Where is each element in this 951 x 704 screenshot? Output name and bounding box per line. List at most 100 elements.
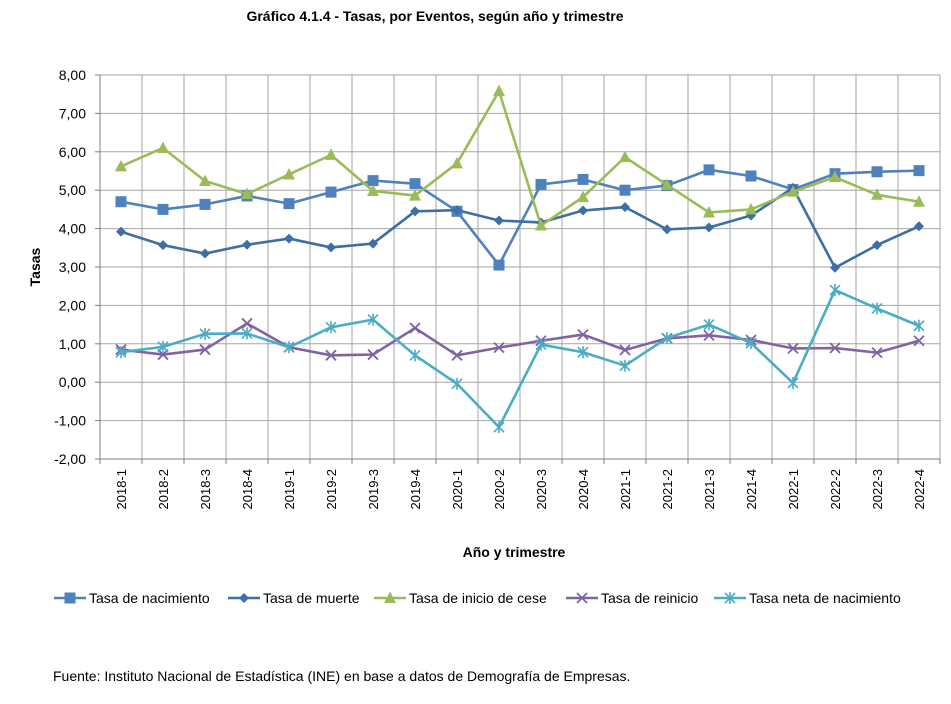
data-point <box>703 318 715 331</box>
y-tick-label: 5,00 <box>59 182 86 198</box>
data-point <box>871 302 883 315</box>
series-line-2 <box>120 186 920 270</box>
data-point <box>871 346 883 359</box>
data-point <box>535 338 547 351</box>
data-point <box>325 148 337 160</box>
data-point <box>914 221 924 232</box>
x-tick-label: 2022-2 <box>828 469 843 509</box>
legend-marker <box>384 591 396 603</box>
x-tick-label: 2020-1 <box>450 469 465 509</box>
legend-label: Tasa neta de nacimiento <box>749 590 901 606</box>
legend-label: Tasa de reinicio <box>601 590 698 606</box>
data-point <box>115 159 127 172</box>
y-tick-label: 1,00 <box>59 336 86 352</box>
data-point <box>200 248 210 259</box>
data-point <box>493 342 505 354</box>
data-point <box>367 175 379 187</box>
x-tick-label: 2019-2 <box>324 469 339 509</box>
x-tick-label: 2021-1 <box>618 469 633 509</box>
y-tick-label: 3,00 <box>59 259 86 275</box>
data-point <box>535 178 547 190</box>
data-point <box>703 205 715 218</box>
data-point <box>284 233 294 244</box>
y-tick-label: 6,00 <box>59 144 86 160</box>
y-tick-label: 4,00 <box>59 221 86 237</box>
data-point <box>787 376 799 389</box>
x-tick-label: 2022-1 <box>786 469 801 509</box>
data-point <box>242 239 252 250</box>
data-point <box>619 150 631 163</box>
data-point <box>199 343 211 356</box>
chart-title: Gráfico 4.1.4 - Tasas, por Eventos, segú… <box>246 8 624 24</box>
data-point <box>325 349 337 361</box>
data-point <box>619 359 631 372</box>
data-point <box>829 342 841 354</box>
data-point <box>493 84 505 97</box>
data-point <box>115 196 127 208</box>
x-tick-label: 2020-2 <box>492 469 507 509</box>
x-axis-title: Año y trimestre <box>463 544 566 560</box>
x-tick-label: 2022-3 <box>870 469 885 509</box>
legend-label: Tasa de inicio de cese <box>409 590 547 606</box>
data-point <box>199 198 211 210</box>
data-point <box>157 203 169 215</box>
data-point <box>661 178 673 190</box>
legend-marker <box>576 592 588 604</box>
data-point <box>409 322 421 334</box>
data-point <box>704 222 714 233</box>
data-point <box>451 377 463 390</box>
data-point <box>787 342 799 355</box>
data-point <box>578 205 588 216</box>
source-note: Fuente: Instituto Nacional de Estadístic… <box>53 668 631 684</box>
legend-marker <box>64 592 76 604</box>
data-point <box>157 340 169 353</box>
series-line-1 <box>120 168 920 267</box>
data-point <box>116 226 126 237</box>
data-point <box>367 184 379 196</box>
data-point <box>872 240 882 251</box>
data-point <box>619 184 631 196</box>
data-point <box>871 188 883 200</box>
data-point <box>745 337 757 350</box>
data-point <box>535 219 547 231</box>
x-tick-label: 2022-4 <box>912 469 927 509</box>
data-point <box>409 189 421 201</box>
x-tick-label: 2020-3 <box>534 469 549 509</box>
data-point <box>199 174 211 186</box>
series-line-5 <box>120 288 920 429</box>
data-point <box>871 166 883 178</box>
legend-label: Tasa de muerte <box>263 590 360 606</box>
data-point <box>787 185 799 197</box>
data-point <box>451 156 463 169</box>
data-point <box>158 240 168 251</box>
x-tick-label: 2018-4 <box>240 469 255 509</box>
data-point <box>115 346 127 359</box>
data-point <box>241 317 253 330</box>
x-tick-label: 2018-1 <box>114 469 129 509</box>
data-point <box>452 205 462 216</box>
x-tick-label: 2021-4 <box>744 469 759 509</box>
data-point <box>493 421 505 434</box>
legend-marker <box>239 593 249 603</box>
data-point <box>199 327 211 340</box>
data-point <box>326 242 336 253</box>
data-point <box>577 190 589 203</box>
series-line-4 <box>120 322 920 357</box>
data-point <box>577 346 589 359</box>
data-point <box>494 215 504 226</box>
data-point <box>157 141 169 153</box>
data-point <box>451 349 463 361</box>
series-line-3 <box>120 89 920 227</box>
x-tick-label: 2021-2 <box>660 469 675 509</box>
data-point <box>241 327 253 340</box>
data-point <box>830 262 840 273</box>
data-point <box>409 178 421 190</box>
x-tick-label: 2020-4 <box>576 469 591 509</box>
data-point <box>745 170 757 182</box>
data-point <box>913 165 925 177</box>
data-point <box>577 328 589 341</box>
data-point <box>913 195 925 207</box>
y-tick-label: 0,00 <box>59 374 86 390</box>
y-tick-label: -1,00 <box>54 413 86 429</box>
x-tick-label: 2021-3 <box>702 469 717 509</box>
